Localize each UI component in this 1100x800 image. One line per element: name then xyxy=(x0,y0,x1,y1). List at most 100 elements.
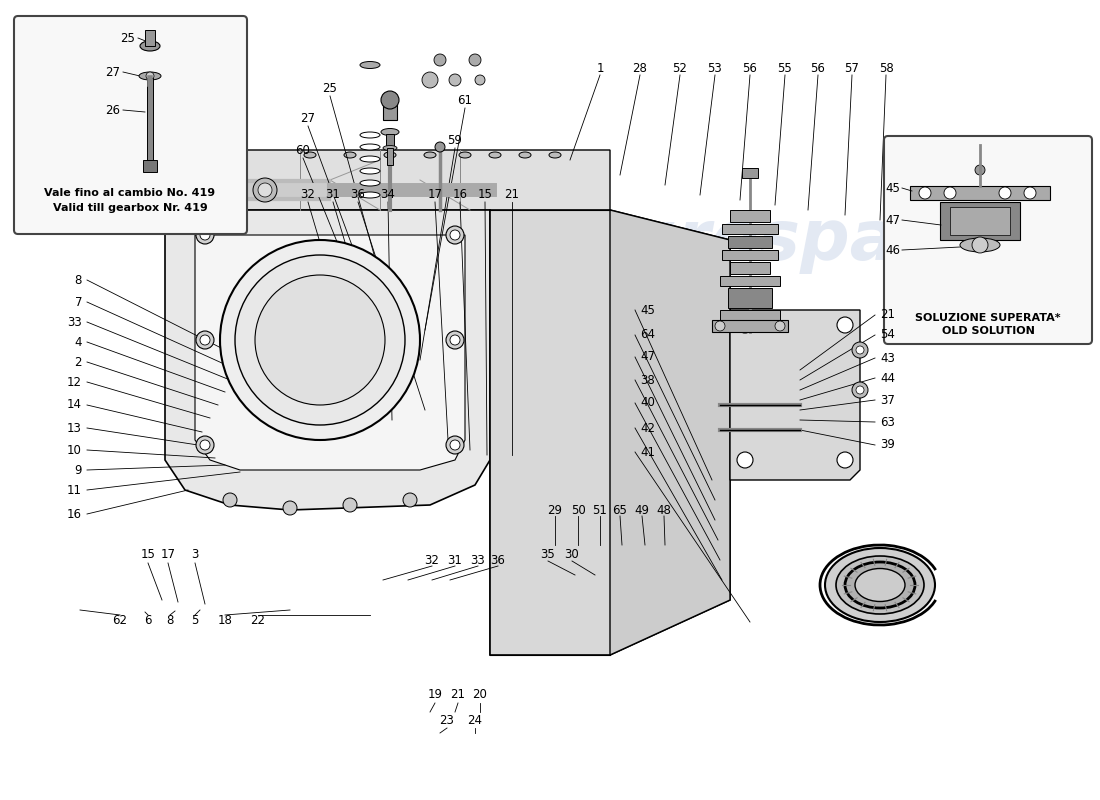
Text: 25: 25 xyxy=(120,31,135,45)
Circle shape xyxy=(852,342,868,358)
Circle shape xyxy=(715,321,725,331)
Text: 62: 62 xyxy=(112,614,128,626)
Text: 47: 47 xyxy=(640,350,654,363)
Text: 56: 56 xyxy=(742,62,758,74)
Circle shape xyxy=(223,493,236,507)
Text: 2: 2 xyxy=(75,355,82,369)
Text: 20: 20 xyxy=(473,689,487,702)
Circle shape xyxy=(450,230,460,240)
Text: OLD SOLUTION: OLD SOLUTION xyxy=(942,326,1034,336)
Text: 21: 21 xyxy=(451,689,465,702)
Text: 31: 31 xyxy=(326,189,340,202)
Text: 34: 34 xyxy=(381,189,395,202)
Text: 3: 3 xyxy=(191,549,199,562)
Circle shape xyxy=(283,501,297,515)
Circle shape xyxy=(200,335,210,345)
Circle shape xyxy=(220,240,420,440)
Text: eurospares: eurospares xyxy=(166,370,693,450)
Circle shape xyxy=(999,187,1011,199)
Text: 15: 15 xyxy=(141,549,155,562)
Polygon shape xyxy=(165,150,610,655)
Text: 35: 35 xyxy=(540,549,556,562)
Text: Valid till gearbox Nr. 419: Valid till gearbox Nr. 419 xyxy=(53,203,208,213)
Bar xyxy=(143,160,157,172)
Circle shape xyxy=(737,317,754,333)
Ellipse shape xyxy=(459,152,471,158)
Circle shape xyxy=(446,436,464,454)
Circle shape xyxy=(434,142,446,152)
Ellipse shape xyxy=(845,562,915,608)
Bar xyxy=(386,134,394,147)
Text: 38: 38 xyxy=(640,374,654,386)
Text: 61: 61 xyxy=(458,94,473,106)
Text: 29: 29 xyxy=(548,503,562,517)
Bar xyxy=(730,210,770,222)
Text: 60: 60 xyxy=(296,143,310,157)
Ellipse shape xyxy=(360,132,379,138)
FancyBboxPatch shape xyxy=(884,136,1092,344)
Ellipse shape xyxy=(381,129,399,135)
Ellipse shape xyxy=(140,41,159,51)
Circle shape xyxy=(129,174,161,206)
Circle shape xyxy=(255,275,385,405)
Text: 27: 27 xyxy=(104,66,120,78)
Circle shape xyxy=(230,185,240,195)
Circle shape xyxy=(258,183,272,197)
Bar xyxy=(940,202,1020,240)
Text: 56: 56 xyxy=(811,62,825,74)
Circle shape xyxy=(146,72,154,80)
Circle shape xyxy=(381,91,399,109)
Polygon shape xyxy=(490,210,730,655)
Text: 6: 6 xyxy=(144,614,152,626)
FancyBboxPatch shape xyxy=(14,16,248,234)
Polygon shape xyxy=(30,110,159,190)
Ellipse shape xyxy=(384,152,396,158)
Text: 9: 9 xyxy=(75,463,82,477)
Ellipse shape xyxy=(344,152,356,158)
Text: 14: 14 xyxy=(67,398,82,411)
Ellipse shape xyxy=(304,152,316,158)
Text: 33: 33 xyxy=(471,554,485,566)
Circle shape xyxy=(1024,187,1036,199)
Ellipse shape xyxy=(855,569,905,602)
Text: 4: 4 xyxy=(75,335,82,349)
Circle shape xyxy=(196,226,214,244)
Text: 47: 47 xyxy=(886,214,900,226)
Text: 43: 43 xyxy=(880,351,895,365)
Text: 16: 16 xyxy=(67,507,82,521)
Circle shape xyxy=(737,452,754,468)
Ellipse shape xyxy=(424,152,436,158)
Text: 18: 18 xyxy=(218,614,232,626)
Text: 36: 36 xyxy=(491,554,505,566)
Bar xyxy=(910,186,1050,200)
Ellipse shape xyxy=(360,156,379,162)
Text: 12: 12 xyxy=(67,375,82,389)
Ellipse shape xyxy=(360,144,379,150)
Circle shape xyxy=(196,436,214,454)
Circle shape xyxy=(837,317,852,333)
Ellipse shape xyxy=(825,548,935,622)
Text: 15: 15 xyxy=(477,189,493,202)
Circle shape xyxy=(253,178,277,202)
Text: 36: 36 xyxy=(351,189,365,202)
Polygon shape xyxy=(165,210,490,510)
Ellipse shape xyxy=(360,180,379,186)
Text: 55: 55 xyxy=(778,62,792,74)
Bar xyxy=(147,78,153,160)
Text: SOLUZIONE SUPERATA*: SOLUZIONE SUPERATA* xyxy=(915,313,1060,323)
Circle shape xyxy=(166,181,184,199)
Text: 7: 7 xyxy=(75,295,82,309)
Circle shape xyxy=(449,74,461,86)
Text: 16: 16 xyxy=(452,189,468,202)
Text: 21: 21 xyxy=(880,309,895,322)
Text: 52: 52 xyxy=(672,62,688,74)
Text: 31: 31 xyxy=(448,554,462,566)
Circle shape xyxy=(200,440,210,450)
Polygon shape xyxy=(195,235,465,470)
Bar xyxy=(720,310,780,320)
Text: 53: 53 xyxy=(707,62,723,74)
Bar xyxy=(387,148,393,165)
Bar xyxy=(720,276,780,286)
Text: 65: 65 xyxy=(613,503,627,517)
Circle shape xyxy=(72,182,88,198)
